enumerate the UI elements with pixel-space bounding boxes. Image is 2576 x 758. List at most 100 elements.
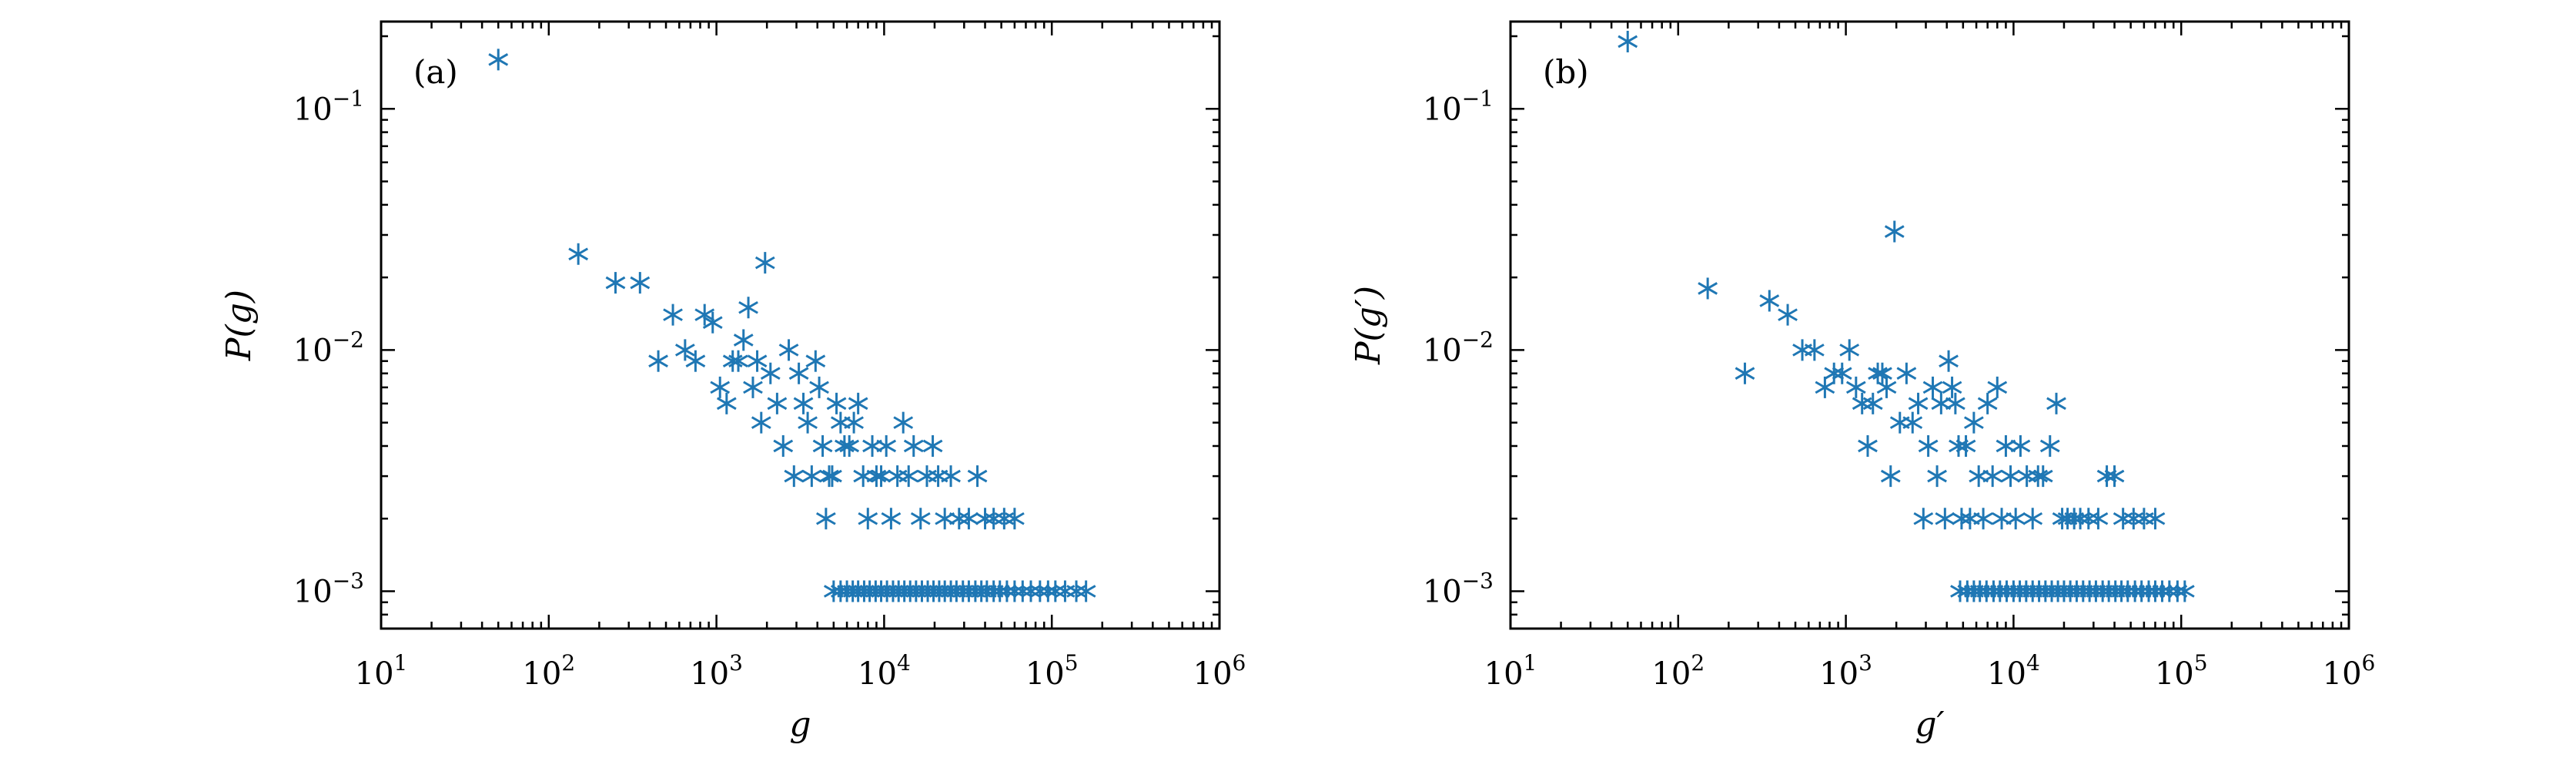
data-point — [2046, 392, 2066, 414]
data-point — [935, 508, 955, 530]
data-point — [1045, 580, 1066, 602]
data-point — [2016, 465, 2037, 488]
data-point — [1889, 411, 1910, 434]
data-point — [1759, 290, 1780, 312]
data-point — [1969, 465, 1989, 488]
data-point — [801, 465, 822, 488]
data-point — [1868, 362, 1888, 384]
data-point — [663, 304, 683, 326]
x-tick-label: 102 — [1651, 650, 1705, 692]
data-point — [958, 508, 979, 530]
data-point — [1005, 508, 1025, 530]
data-point — [1066, 580, 1086, 602]
data-point — [1896, 362, 1917, 384]
data-point — [898, 465, 919, 488]
data-point — [1778, 304, 1798, 326]
data-point — [1955, 434, 1976, 457]
data-point — [1005, 580, 1025, 602]
data-point — [862, 434, 882, 457]
data-point — [1977, 392, 1998, 414]
data-point — [793, 392, 814, 414]
data-point — [917, 465, 937, 488]
data-point — [1927, 465, 1947, 488]
x-tick-label: 106 — [1193, 650, 1246, 692]
x-tick-label: 104 — [858, 650, 911, 692]
data-point — [716, 392, 737, 414]
data-point — [788, 362, 809, 384]
data-point — [1876, 376, 1897, 398]
data-point — [738, 297, 758, 319]
data-point — [910, 508, 931, 530]
data-point — [1964, 411, 1984, 434]
data-point — [1029, 580, 1050, 602]
data-point — [844, 411, 864, 434]
data-point — [685, 350, 706, 372]
panel-b: 101 102 103 104 105 106 10−1 10−2 10−3 g′ P(g′) (b) — [1349, 20, 2376, 744]
data-point — [812, 434, 833, 457]
data-point — [760, 362, 781, 384]
data-point — [1872, 362, 1892, 384]
data-point — [1935, 508, 1955, 530]
data-point — [2145, 508, 2166, 530]
data-point — [948, 508, 969, 530]
data-point — [1832, 362, 1852, 384]
y-tick-label: 10−2 — [1423, 327, 1494, 368]
data-point — [754, 252, 775, 274]
data-point — [605, 272, 626, 294]
data-point — [1902, 411, 1923, 434]
x-tick-label: 103 — [690, 650, 743, 692]
data-point — [694, 304, 715, 326]
y-tick-label: 10−3 — [1423, 568, 1494, 609]
x-tick-label: 106 — [2323, 650, 2376, 692]
data-point — [967, 465, 988, 488]
data-point — [1987, 376, 2008, 398]
x-tick-label: 102 — [522, 650, 575, 692]
data-point — [876, 434, 897, 457]
data-point — [835, 434, 855, 457]
data-point — [1618, 30, 1638, 52]
x-tick-label: 105 — [1025, 650, 1079, 692]
data-point — [928, 465, 948, 488]
data-point — [1698, 277, 1718, 300]
y-tick-label: 10−1 — [293, 86, 364, 127]
data-point — [747, 350, 768, 372]
data-point — [710, 376, 731, 398]
data-point — [1973, 508, 1993, 530]
data-point — [871, 465, 892, 488]
data-point — [893, 411, 914, 434]
data-point — [815, 508, 836, 530]
y-tick-label: 10−2 — [293, 327, 364, 368]
data-point — [1792, 339, 1812, 361]
data-point — [2159, 580, 2180, 602]
data-point — [1913, 508, 1934, 530]
data-point — [733, 329, 754, 351]
data-point — [702, 311, 723, 334]
data-point — [1824, 362, 1845, 384]
data-point — [2123, 508, 2144, 530]
x-tick-label: 101 — [355, 650, 408, 692]
data-point — [2078, 508, 2099, 530]
data-point — [2000, 465, 2021, 488]
data-point — [994, 508, 1015, 530]
data-point — [2070, 508, 2090, 530]
x-tick-label: 105 — [2155, 650, 2208, 692]
data-point — [798, 411, 818, 434]
data-point — [881, 508, 902, 530]
data-point — [2010, 434, 2031, 457]
data-point — [2028, 465, 2049, 488]
data-point — [1021, 580, 1041, 602]
data-point — [2174, 580, 2195, 602]
panel-label: (b) — [1543, 53, 1589, 91]
data-point — [1012, 580, 1033, 602]
data-point — [674, 339, 695, 361]
data-point — [922, 434, 943, 457]
data-point — [903, 434, 924, 457]
y-tick-label: 10−1 — [1423, 86, 1494, 127]
data-point — [1880, 465, 1901, 488]
data-point — [1076, 580, 1096, 602]
data-point — [1992, 508, 2012, 530]
plot-frame — [380, 20, 1221, 630]
data-point — [1055, 580, 1076, 602]
data-point — [1858, 434, 1878, 457]
